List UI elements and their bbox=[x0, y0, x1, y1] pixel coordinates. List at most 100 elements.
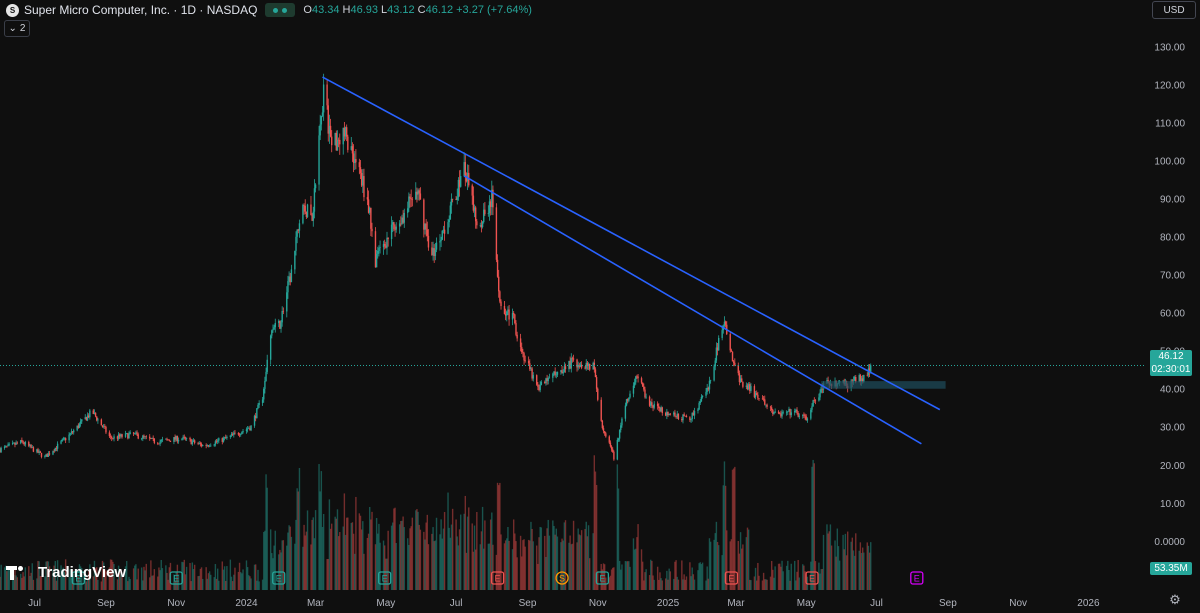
candle-body bbox=[487, 213, 490, 214]
candle bbox=[385, 241, 387, 249]
candle-body bbox=[870, 365, 872, 373]
volume-bar bbox=[215, 578, 218, 590]
candle bbox=[311, 213, 313, 222]
candle bbox=[713, 364, 715, 382]
candle-body bbox=[94, 412, 97, 417]
earnings-marker-icon[interactable]: E bbox=[71, 571, 85, 585]
candle bbox=[241, 431, 243, 435]
candle bbox=[586, 361, 589, 370]
volume-bar bbox=[266, 487, 268, 590]
collapse-indicators-button[interactable]: ⌄ 2 bbox=[4, 20, 30, 37]
earnings-marker-icon[interactable]: E bbox=[490, 571, 505, 585]
candle bbox=[167, 439, 169, 441]
candle bbox=[668, 413, 670, 416]
volume-bar bbox=[570, 544, 572, 590]
candle-body bbox=[295, 236, 297, 251]
candle bbox=[669, 413, 672, 416]
candle bbox=[796, 407, 798, 415]
candle-body bbox=[272, 329, 274, 331]
candle-body bbox=[732, 361, 735, 363]
candle bbox=[182, 434, 184, 441]
candle-body bbox=[32, 447, 35, 452]
candle-body bbox=[129, 432, 131, 434]
candle-body bbox=[621, 418, 623, 426]
candle bbox=[159, 439, 161, 447]
candle bbox=[571, 356, 574, 363]
candle bbox=[442, 225, 445, 234]
candle-body bbox=[855, 376, 857, 383]
volume-bar bbox=[185, 566, 188, 590]
earnings-marker-icon[interactable]: E bbox=[272, 571, 286, 585]
volume-bar bbox=[569, 535, 571, 590]
candle bbox=[288, 271, 290, 286]
x-tick-label: Nov bbox=[1009, 598, 1027, 609]
candle-body bbox=[537, 384, 539, 387]
candle bbox=[197, 441, 199, 446]
volume-bar bbox=[721, 555, 723, 590]
volume-bar bbox=[213, 577, 215, 590]
candle-body bbox=[214, 441, 217, 445]
candle bbox=[521, 342, 523, 354]
tradingview-logo[interactable]: TradingView bbox=[6, 564, 126, 581]
earnings-marker-icon[interactable]: E bbox=[805, 571, 819, 585]
candle bbox=[538, 384, 540, 392]
candle-body bbox=[674, 412, 676, 416]
volume-bar bbox=[168, 567, 171, 590]
candle bbox=[635, 375, 637, 385]
symbol-logo-icon: S bbox=[6, 3, 19, 17]
earnings-marker-icon[interactable]: E bbox=[595, 571, 610, 585]
candle-body bbox=[794, 411, 796, 413]
volume-bar bbox=[298, 467, 301, 590]
candle-body bbox=[723, 321, 726, 326]
candle-body bbox=[261, 399, 264, 403]
volume-bar bbox=[587, 525, 590, 590]
volume-bar bbox=[335, 518, 338, 590]
candle-body bbox=[327, 105, 329, 134]
candle bbox=[279, 320, 281, 330]
candle bbox=[258, 400, 260, 408]
candle bbox=[629, 390, 631, 399]
volume-bar bbox=[580, 530, 583, 590]
volume-bar bbox=[313, 538, 316, 590]
candle-body bbox=[442, 229, 445, 231]
earnings-marker-icon[interactable]: E bbox=[169, 571, 183, 585]
volume-bar bbox=[820, 569, 822, 590]
candle bbox=[345, 124, 348, 142]
candle-body bbox=[495, 207, 498, 260]
currency-button[interactable]: USD bbox=[1152, 1, 1196, 19]
candle-body bbox=[190, 439, 192, 445]
earnings-marker-icon[interactable]: E bbox=[910, 571, 924, 585]
volume-bar bbox=[97, 579, 99, 590]
earnings-marker-icon[interactable]: E bbox=[378, 571, 392, 585]
split-marker-icon[interactable]: S bbox=[555, 571, 569, 585]
candle-body bbox=[280, 322, 282, 329]
candle bbox=[87, 413, 90, 419]
market-status-icon[interactable] bbox=[265, 3, 296, 17]
marker-shape bbox=[805, 571, 819, 585]
volume-bar bbox=[248, 575, 250, 590]
candle bbox=[343, 121, 346, 142]
volume-bar bbox=[48, 566, 51, 590]
candle bbox=[811, 403, 813, 413]
candle-body bbox=[335, 132, 338, 151]
candle-body bbox=[587, 363, 590, 366]
candle bbox=[104, 423, 106, 430]
volume-bar bbox=[216, 568, 219, 590]
candle-body bbox=[820, 387, 822, 393]
marker-label: E bbox=[75, 574, 81, 584]
candle-body bbox=[369, 207, 371, 213]
candle bbox=[754, 390, 757, 400]
volume-bar bbox=[867, 545, 870, 590]
earnings-marker-icon[interactable]: E bbox=[724, 571, 739, 585]
candle-body bbox=[249, 428, 251, 431]
x-tick-label: May bbox=[376, 598, 395, 609]
candle bbox=[334, 132, 336, 146]
candle bbox=[375, 249, 378, 268]
volume-bar bbox=[669, 571, 672, 590]
settings-gear-icon[interactable]: ⚙ bbox=[1169, 592, 1181, 607]
candle-body bbox=[233, 432, 235, 435]
volume-bar bbox=[416, 509, 418, 590]
volume-bar bbox=[818, 562, 820, 590]
symbol-title[interactable]: Super Micro Computer, Inc. · 1D · NASDAQ bbox=[24, 3, 258, 17]
